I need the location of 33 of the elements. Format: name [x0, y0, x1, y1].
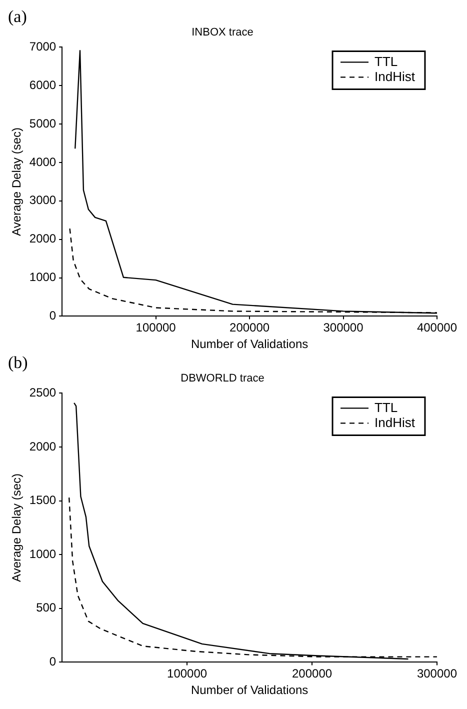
y-tick-label: 6000: [29, 78, 56, 92]
y-tick-label: 4000: [29, 154, 56, 169]
x-tick-label: 100000: [167, 666, 208, 681]
chart-title: INBOX trace: [192, 26, 254, 39]
y-tick-label: 5000: [29, 116, 56, 130]
y-tick-label: 0: [49, 654, 56, 669]
x-axis-title: Number of Validations: [190, 337, 308, 352]
y-tick-label: 3000: [29, 193, 56, 208]
x-tick-label: 200000: [230, 320, 270, 335]
y-tick-label: 2000: [29, 439, 56, 454]
x-tick-label: 200000: [292, 666, 332, 681]
text: (b): [8, 353, 28, 372]
legend-label: TTL: [374, 54, 398, 69]
y-axis-title: Average Delay (sec): [10, 127, 24, 236]
legend-label: IndHist: [374, 68, 416, 84]
y-tick-label: 1000: [29, 270, 56, 284]
text: (a): [8, 7, 27, 26]
y-tick-label: 1500: [29, 493, 56, 508]
x-tick-label: 300000: [323, 320, 364, 335]
y-tick-label: 500: [36, 600, 56, 615]
y-tick-label: 2000: [29, 232, 56, 246]
y-tick-label: 1000: [29, 546, 56, 561]
legend-label: IndHist: [374, 414, 416, 430]
y-tick-label: 2500: [29, 386, 56, 400]
y-tick-label: 0: [49, 308, 56, 323]
y-tick-label: 7000: [29, 40, 56, 54]
legend-label: TTL: [374, 400, 398, 415]
x-tick-label: 100000: [136, 320, 176, 335]
x-axis-title: Number of Validations: [190, 683, 308, 698]
chart-title: DBWORLD trace: [180, 372, 264, 385]
x-tick-label: 300000: [416, 666, 458, 681]
x-tick-label: 400000: [416, 320, 458, 335]
y-axis-title: Average Delay (sec): [10, 473, 24, 582]
